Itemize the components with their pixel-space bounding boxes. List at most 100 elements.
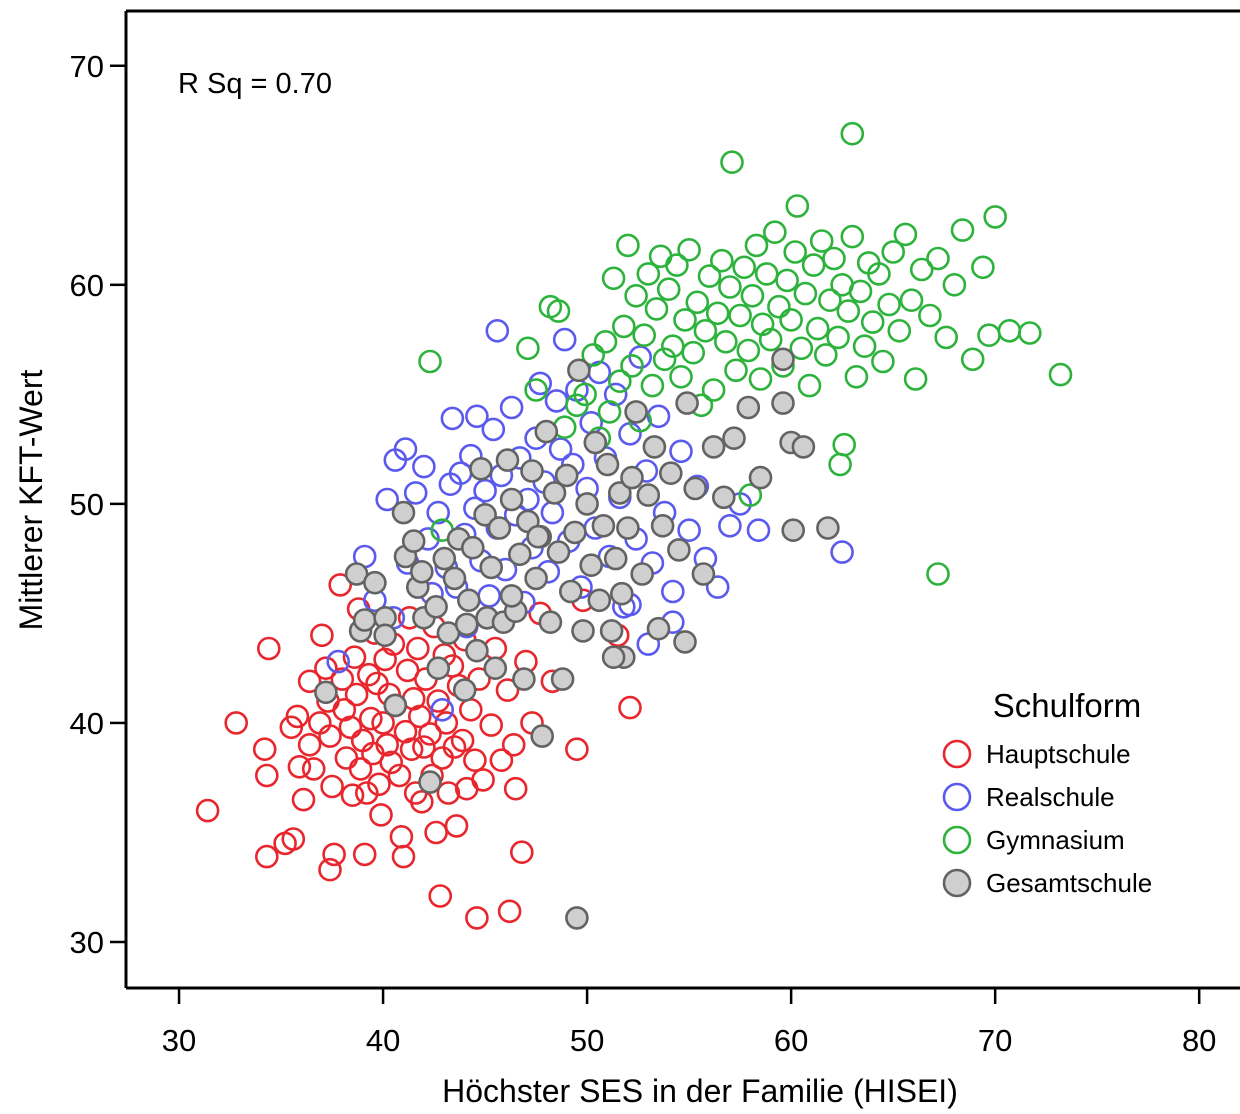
data-point (379, 750, 404, 775)
data-point (840, 224, 865, 249)
data-point (650, 513, 675, 538)
data-point (526, 524, 550, 549)
data-point (558, 579, 583, 604)
data-point (352, 608, 377, 632)
data-point (383, 693, 408, 718)
data-point (524, 566, 548, 591)
data-point (440, 406, 465, 431)
axes (124, 9, 1240, 990)
data-point (473, 502, 497, 527)
data-point (554, 463, 579, 488)
data-point (934, 325, 959, 350)
data-point (903, 367, 928, 391)
data-point (544, 389, 569, 413)
legend-item: Realschule (942, 782, 1115, 812)
data-point (1048, 362, 1073, 387)
data-point (412, 735, 436, 759)
x-tick-label: 60 (774, 1023, 808, 1058)
data-point (516, 336, 540, 361)
data-point (495, 448, 520, 472)
data-point (426, 656, 451, 681)
data-point (601, 266, 626, 291)
data-point (616, 233, 640, 258)
data-point (736, 395, 761, 420)
data-point (597, 400, 622, 424)
data-point (926, 246, 950, 271)
data-point (546, 299, 571, 323)
data-point (354, 781, 379, 805)
data-point (463, 748, 487, 773)
data-point (683, 476, 708, 501)
data-point (724, 358, 748, 383)
x-tick-label: 80 (1182, 1023, 1216, 1058)
data-point (442, 735, 467, 759)
data-point (977, 323, 1001, 348)
series-gymnasium (418, 121, 1073, 586)
data-point (495, 678, 520, 702)
data-point (828, 452, 852, 477)
data-point (791, 435, 816, 459)
data-point (620, 465, 644, 490)
data-point (542, 481, 567, 505)
data-point (389, 824, 414, 849)
data-point (826, 325, 850, 350)
data-point (620, 354, 644, 378)
data-point (887, 318, 912, 343)
data-point (673, 308, 697, 332)
data-point (573, 382, 597, 407)
data-point (407, 704, 432, 729)
data-point (997, 318, 1022, 343)
data-point (1018, 321, 1042, 345)
data-point (563, 520, 587, 545)
data-point (909, 257, 934, 282)
data-point (371, 711, 395, 735)
data-point (489, 748, 514, 773)
data-point (454, 612, 479, 637)
data-point (691, 562, 716, 586)
data-point (338, 715, 363, 740)
data-point (450, 728, 475, 753)
data-point (512, 667, 536, 691)
data-point (509, 840, 534, 865)
data-point (693, 318, 718, 343)
data-point (471, 768, 495, 792)
data-point (779, 308, 803, 332)
data-point (718, 513, 742, 538)
data-point (797, 373, 822, 398)
data-point (660, 579, 685, 604)
legend-label: Realschule (986, 782, 1115, 812)
data-point (632, 323, 657, 348)
data-point (646, 616, 671, 641)
data-point (813, 343, 838, 367)
data-point (609, 581, 634, 606)
data-point (224, 711, 248, 735)
y-tick-label: 40 (70, 706, 104, 741)
data-point (818, 288, 842, 313)
data-point (918, 303, 942, 328)
data-point (805, 316, 830, 341)
data-point (675, 391, 699, 415)
data-point (871, 349, 895, 374)
data-point (399, 737, 424, 762)
data-point (503, 776, 528, 801)
data-point (848, 279, 873, 304)
data-point (685, 290, 710, 315)
data-point (701, 435, 726, 459)
data-point (418, 770, 442, 794)
data-point (297, 732, 322, 757)
data-point (677, 238, 701, 262)
data-point (746, 518, 771, 543)
data-point (583, 430, 608, 455)
data-point (926, 562, 950, 586)
data-point (409, 559, 434, 584)
data-point (701, 378, 726, 402)
data-point (860, 310, 885, 334)
data-point (789, 336, 814, 361)
data-point (432, 546, 457, 571)
data-point (565, 737, 589, 762)
data-point (285, 704, 310, 729)
data-point (375, 732, 400, 757)
x-axis-title: Höchster SES in der Familie (HISEI) (442, 1073, 958, 1109)
data-point (412, 454, 436, 479)
